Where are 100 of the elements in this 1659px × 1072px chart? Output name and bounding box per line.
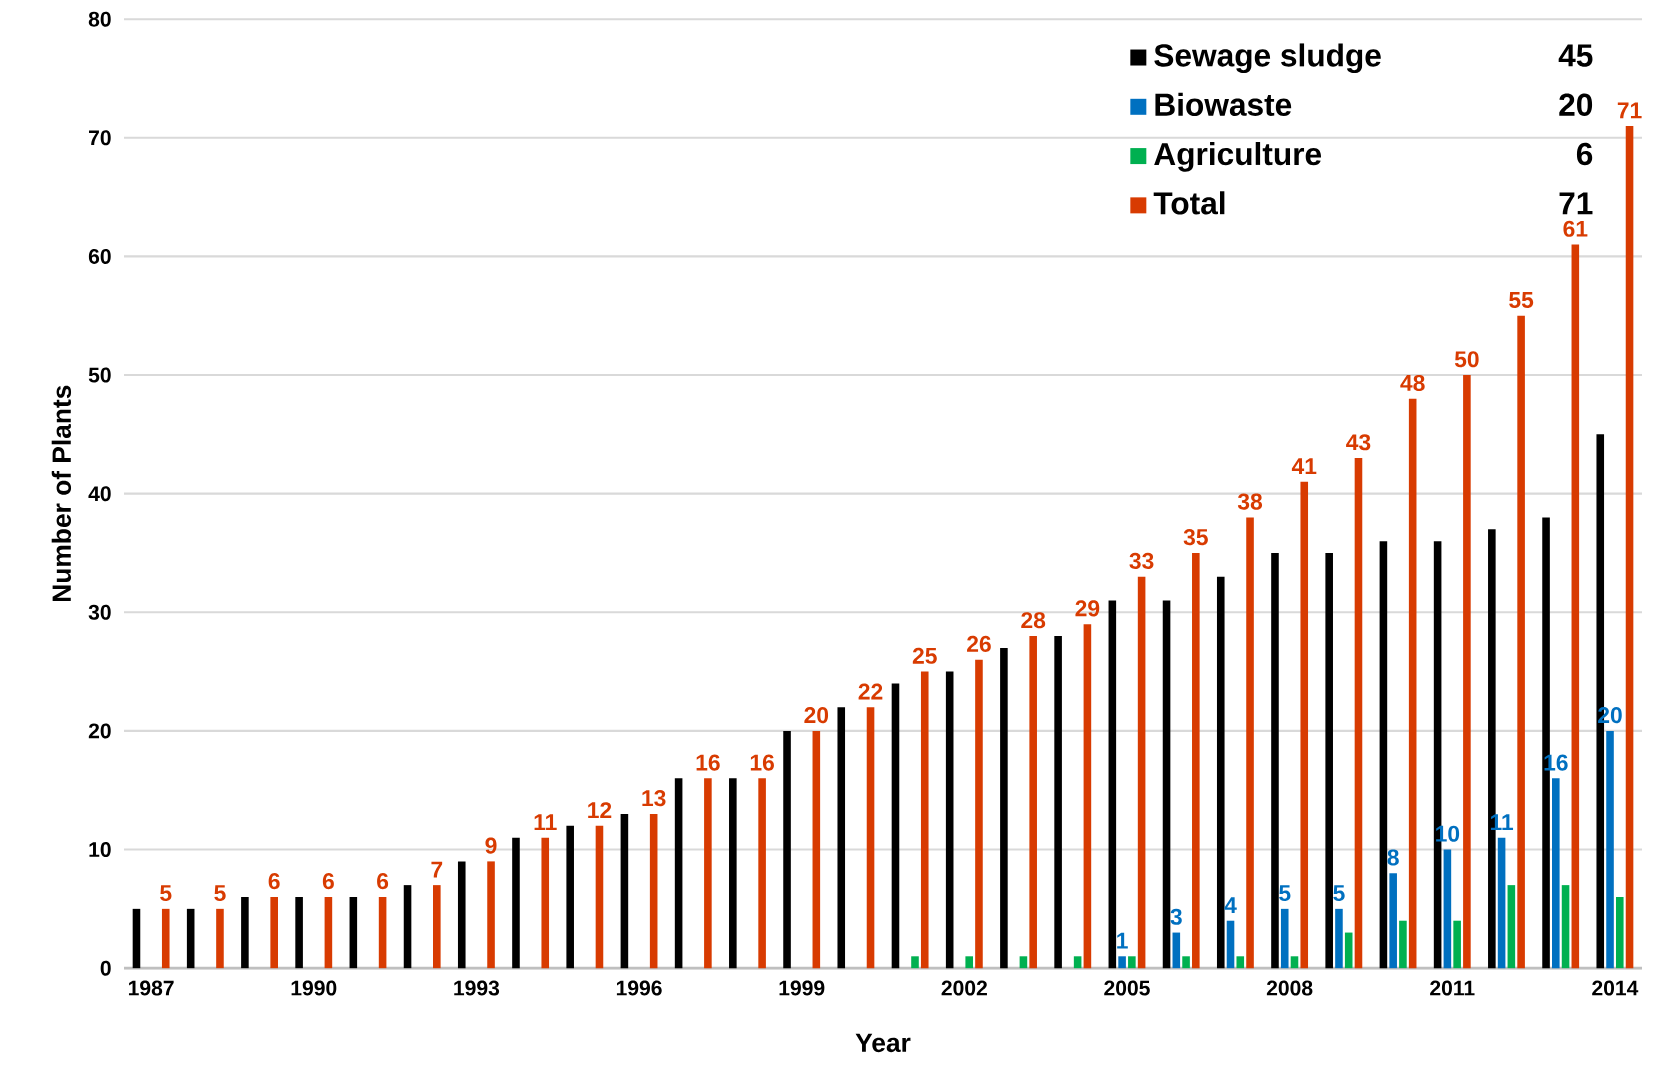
bar	[1497, 837, 1506, 969]
data-label: 71	[1617, 102, 1642, 119]
x-tick-label: 1999	[779, 980, 825, 996]
y-tick-label: 60	[88, 248, 111, 264]
bar	[1192, 552, 1200, 969]
x-tick-label: 2002	[941, 980, 987, 996]
y-tick-label: 10	[89, 842, 111, 857]
bar	[1000, 647, 1008, 969]
data-label: 5	[1279, 885, 1291, 902]
data-label: 5	[1333, 885, 1345, 902]
bar	[945, 671, 954, 969]
bar	[1552, 778, 1560, 969]
bar	[1073, 956, 1082, 969]
bar	[487, 861, 495, 969]
y-tick-label: 50	[88, 367, 111, 383]
bar	[1561, 885, 1570, 969]
bar	[1128, 956, 1136, 969]
data-label: 1	[1117, 932, 1128, 949]
bar	[1108, 600, 1117, 969]
bar	[1162, 600, 1171, 969]
bar	[595, 825, 604, 969]
bar	[378, 896, 387, 969]
bar	[1325, 552, 1333, 969]
data-label: 33	[1129, 552, 1154, 569]
bar	[1019, 956, 1028, 969]
bar	[1271, 552, 1279, 969]
data-label: 16	[750, 754, 774, 771]
legend-label: Biowaste	[1155, 92, 1292, 116]
data-label: 16	[696, 754, 720, 771]
bar	[1300, 481, 1309, 969]
x-tick-label: 1996	[616, 980, 662, 996]
data-label: 6	[322, 873, 334, 890]
bar	[1029, 635, 1037, 969]
y-tick-label: 0	[100, 960, 111, 976]
x-tick-label: 1987	[128, 980, 174, 996]
data-label: 6	[377, 873, 389, 890]
bar	[1246, 517, 1254, 969]
bar	[1571, 244, 1580, 969]
bar	[566, 825, 574, 969]
y-tick-label: 70	[89, 130, 111, 146]
bar	[1280, 908, 1289, 969]
data-label: 5	[214, 885, 226, 902]
data-label: 20	[804, 706, 829, 724]
data-label: 11	[534, 814, 557, 830]
bar	[295, 896, 303, 969]
bar	[186, 908, 195, 969]
data-label: 3	[1170, 908, 1182, 925]
bar	[1625, 125, 1634, 969]
data-label: 9	[485, 837, 497, 854]
bar	[729, 778, 737, 969]
bar	[1054, 635, 1062, 969]
data-label: 35	[1183, 528, 1208, 546]
bar	[1182, 956, 1190, 969]
bar	[1507, 885, 1516, 969]
bar	[674, 778, 683, 969]
bar	[1083, 624, 1092, 969]
bar	[975, 659, 983, 969]
bar	[1354, 458, 1363, 969]
y-axis-title: Number of Plants	[51, 385, 72, 601]
bar	[649, 813, 658, 969]
bar	[1453, 920, 1461, 969]
bar	[1290, 956, 1299, 969]
data-label: 26	[967, 635, 991, 652]
data-label: 38	[1237, 493, 1263, 510]
x-tick-label: 2008	[1266, 980, 1313, 996]
data-label: 48	[1400, 374, 1425, 391]
data-label: 22	[858, 683, 883, 700]
legend-label: Agriculture	[1154, 141, 1322, 172]
bar	[1216, 576, 1225, 969]
bar	[1389, 873, 1397, 969]
x-tick-label: 2005	[1104, 980, 1150, 996]
data-label: 6	[268, 873, 280, 890]
data-label: 7	[431, 861, 443, 878]
data-label: 8	[1387, 849, 1399, 866]
bar	[783, 730, 791, 969]
legend-label: Total	[1153, 191, 1225, 215]
bar	[1335, 908, 1343, 969]
annotation: 45	[1558, 44, 1593, 67]
bar	[911, 956, 919, 969]
data-label: 43	[1346, 434, 1371, 451]
data-label: 29	[1075, 600, 1100, 617]
legend-label: Sewage sludge	[1154, 43, 1381, 73]
x-tick-label: 1993	[454, 980, 500, 996]
bar	[241, 896, 249, 969]
data-label: 5	[160, 885, 172, 902]
data-label: 50	[1454, 351, 1479, 368]
x-axis-title: Year	[855, 1033, 911, 1053]
bar	[1344, 932, 1353, 969]
bar	[1172, 932, 1181, 969]
bar	[457, 861, 466, 969]
bar	[1118, 956, 1126, 969]
bar	[1408, 398, 1417, 969]
annotation: 71	[1559, 192, 1593, 215]
bar	[1226, 920, 1235, 969]
x-tick-label: 1990	[291, 980, 337, 996]
data-label: 61	[1563, 220, 1588, 237]
bar	[161, 908, 170, 969]
bar	[891, 683, 900, 969]
bar	[1236, 956, 1245, 969]
y-tick-label: 80	[88, 11, 111, 27]
